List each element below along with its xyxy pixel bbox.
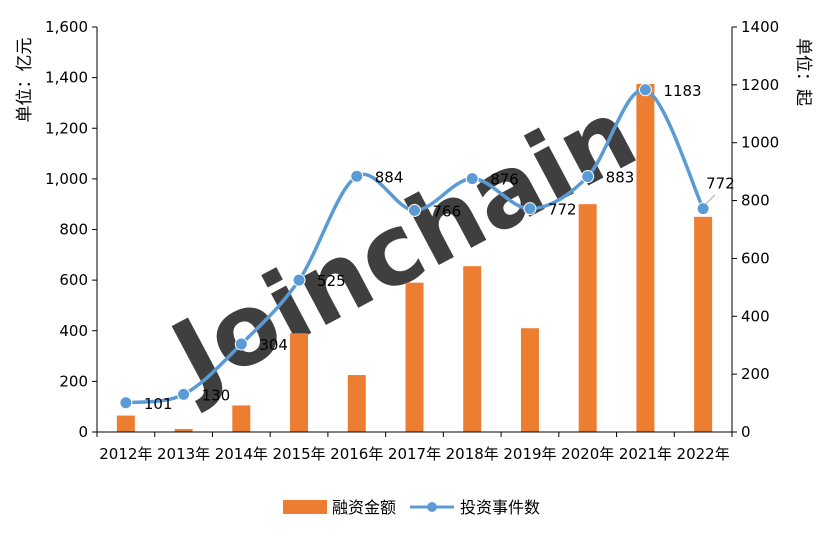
y-left-tick-label: 400 [59,322,88,340]
line-marker [177,387,191,401]
line-marker [292,273,306,287]
data-label: 101 [144,395,173,413]
x-tick-label: 2021年 [619,445,672,463]
y-left-tick-label: 0 [78,423,88,441]
data-label: 772 [706,175,735,193]
data-label: 876 [490,171,519,189]
y-left-tick-label: 600 [59,271,88,289]
data-label: 772 [548,201,577,219]
bar [290,333,309,432]
y-right-unit-label: 单位：起 [793,38,813,106]
y-left-tick-label: 800 [59,221,88,239]
line-marker [581,170,595,184]
x-tick-label: 2020年 [561,445,614,463]
bar [232,405,251,432]
axes-group: 0 200 400 600 800 1,000 1,200 1,400 1,600 0 200 400… [45,18,779,463]
y-right-tick-label: 800 [741,192,770,210]
y-right-tick-label: 1400 [741,18,779,36]
bar [520,328,539,432]
bar [174,428,193,432]
y-left-tick-label: 1,000 [45,170,88,188]
x-tick-label: 2016年 [330,445,383,463]
x-tick-label: 2018年 [446,445,499,463]
x-tick-label: 2013年 [157,445,210,463]
bar [636,83,655,432]
line-marker [119,396,133,410]
x-tick-label: 2017年 [388,445,441,463]
bar [347,375,366,432]
watermark: Joinchain [150,77,654,417]
legend: 融资金额 投资事件数 [283,498,540,517]
line-marker [523,202,537,216]
line-marker [465,172,479,186]
bar [405,282,424,432]
y-left-tick-label: 200 [59,372,88,390]
bars-group [116,83,713,432]
data-label: 1183 [663,82,701,100]
data-label: 525 [317,272,346,290]
y-right-tick-label: 600 [741,249,770,267]
y-right-tick-label: 1200 [741,76,779,94]
legend-line-marker [427,502,437,512]
y-right-tick-label: 0 [741,423,751,441]
legend-bar-label: 融资金额 [332,498,396,517]
line-marker [234,337,248,351]
data-label: 766 [433,202,462,220]
y-left-unit-label: 单位：亿元 [15,38,35,123]
y-right-tick-label: 400 [741,307,770,325]
line-group: 101 130 304 525 884 766 876 772 883 1183 772 [119,82,735,413]
legend-line-label: 投资事件数 [460,498,540,517]
y-left-tick-label: 1,600 [45,18,88,36]
legend-bar-swatch [283,500,327,514]
y-left-tick-label: 1,400 [45,69,88,87]
line-marker [350,169,364,183]
line-marker [638,83,652,97]
data-label: 304 [259,336,288,354]
bar [578,204,597,432]
line-marker [696,202,710,216]
line-marker [408,203,421,217]
x-tick-label: 2022年 [677,445,730,463]
bar [116,415,135,432]
x-tick-label: 2019年 [503,445,556,463]
data-label-leader [705,194,716,205]
y-right-tick-label: 200 [741,365,770,383]
data-label: 884 [375,168,404,186]
y-left-tick-label: 1,200 [45,119,88,137]
y-right-tick-label: 1000 [741,134,779,152]
x-tick-label: 2012年 [99,445,152,463]
data-label: 130 [202,386,231,404]
x-tick-label: 2015年 [272,445,325,463]
bar [463,266,482,432]
data-label: 883 [606,169,635,187]
x-tick-label: 2014年 [215,445,268,463]
bar [694,216,713,432]
